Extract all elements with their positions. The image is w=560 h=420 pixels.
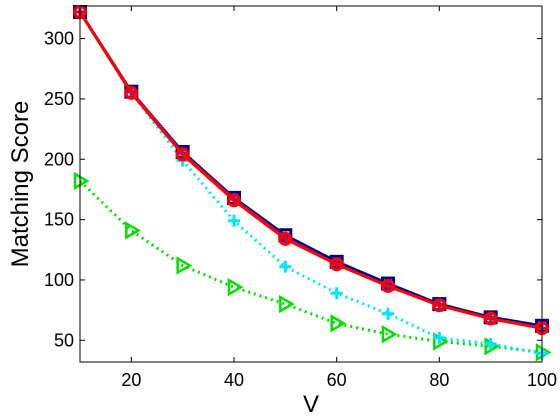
y-tick-label: 50: [54, 330, 74, 350]
data-point: [330, 287, 343, 300]
x-tick-label: 20: [121, 370, 141, 390]
series-line: [78, 11, 543, 330]
y-tick-label: 150: [44, 210, 74, 230]
data-point: [227, 193, 241, 208]
series-3: [73, 5, 549, 333]
data-point: [432, 298, 447, 313]
series-5: [73, 5, 549, 336]
x-tick-label: 80: [429, 370, 449, 390]
data-point: [330, 314, 347, 333]
x-tick-label: 60: [327, 370, 347, 390]
axes-box: [79, 5, 543, 363]
data-point: [279, 294, 295, 314]
series-line: [78, 11, 543, 330]
data-point: [73, 171, 90, 191]
data-point: [227, 278, 244, 297]
data-point: [381, 325, 398, 344]
data-point: [433, 331, 446, 344]
series-1: [73, 171, 552, 362]
series-2: [74, 6, 548, 360]
data-point: [124, 85, 139, 100]
series-line: [78, 179, 543, 354]
plot-area: [73, 5, 552, 362]
y-tick-label: 200: [44, 149, 74, 169]
y-tick-label: 250: [44, 89, 74, 109]
y-tick-label: 300: [44, 29, 74, 49]
data-point: [382, 307, 394, 320]
data-point: [175, 147, 190, 162]
data-point: [125, 221, 141, 240]
data-point: [279, 260, 292, 273]
data-point: [381, 278, 395, 293]
data-point: [329, 257, 344, 272]
axes: 20 40 60 80 100 50 100 150 200 250 300: [44, 5, 557, 390]
data-point: [484, 337, 497, 350]
x-tick-label: 100: [527, 370, 557, 390]
y-tick-label: 100: [44, 270, 74, 290]
x-tick-label: 40: [224, 370, 244, 390]
x-axis-label: V: [303, 391, 319, 418]
series-line: [78, 11, 543, 356]
data-point: [176, 256, 193, 275]
y-axis-label: Matching Score: [7, 101, 34, 268]
series-4: [74, 6, 548, 335]
data-point: [278, 231, 293, 246]
data-point: [483, 311, 498, 326]
series-line: [78, 11, 543, 328]
data-point: [228, 214, 240, 227]
